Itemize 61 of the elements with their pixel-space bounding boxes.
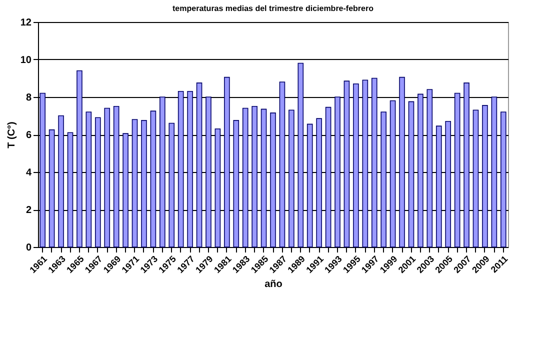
bar [436,126,442,248]
bar [288,110,294,248]
bar [279,82,286,248]
y-tick-label: 0 [26,242,32,254]
bar [141,120,147,248]
bar [260,108,267,248]
bar [454,92,460,248]
bar [334,96,340,248]
bar [233,120,240,248]
bar [325,106,332,248]
bar [206,96,212,248]
y-tick-label: 2 [26,205,32,216]
bar [187,90,193,248]
bar [252,106,258,248]
bar [86,112,92,248]
bar [178,90,184,248]
bar [168,122,175,248]
chart-title: temperaturas medias del trimestre diciembre-febrero [172,4,374,13]
bar [306,124,313,248]
bar [380,112,386,248]
bar [464,82,470,248]
bar [298,62,304,248]
bar [491,96,498,248]
y-axis-title: T (C°) [6,122,18,148]
y-tick-label: 10 [20,55,32,66]
y-tick-label: 6 [26,130,32,141]
bar [132,119,138,248]
bar [445,120,451,248]
bar [353,83,359,248]
bar [113,106,120,248]
bar [472,110,479,248]
bar [160,96,166,248]
bar [371,78,378,248]
x-axis-title: año [264,279,282,290]
bar [408,101,414,248]
y-tick-label: 8 [26,92,32,104]
bar [500,112,506,248]
bar [104,108,110,248]
y-tick-label: 4 [26,168,32,178]
bar [196,82,202,248]
bar [399,76,405,248]
bar [224,76,230,248]
bar [270,112,276,248]
bar [67,132,74,248]
bar [150,110,156,248]
bar [242,108,248,248]
bar [122,133,128,248]
bar [48,129,55,248]
bar [426,89,433,248]
bar [362,80,368,248]
bar [344,80,350,248]
bar [316,118,322,248]
bar [418,94,424,248]
y-tick-label: 12 [20,18,32,28]
bar [58,115,64,248]
bar [482,105,488,248]
bar [40,92,46,248]
bar [95,117,101,248]
bar [214,128,221,248]
bar [76,70,82,248]
bar [390,100,396,248]
